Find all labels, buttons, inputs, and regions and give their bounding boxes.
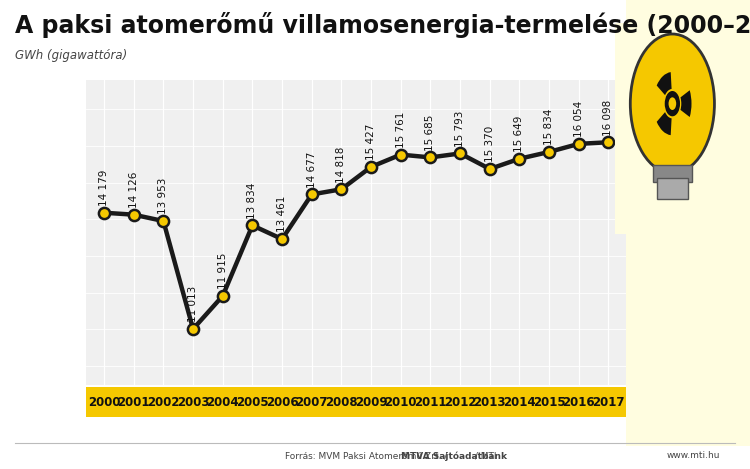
Text: A paksi atomerőmű villamosenergia-termelése (2000–2017): A paksi atomerőmű villamosenergia-termel… bbox=[15, 12, 750, 38]
Text: 2008: 2008 bbox=[325, 396, 358, 408]
Circle shape bbox=[630, 34, 715, 174]
Wedge shape bbox=[657, 72, 671, 95]
Circle shape bbox=[668, 98, 676, 110]
Text: www.mti.hu: www.mti.hu bbox=[667, 451, 720, 461]
Text: 2005: 2005 bbox=[236, 396, 268, 408]
Text: 2015: 2015 bbox=[532, 396, 566, 408]
Point bbox=[394, 151, 406, 159]
Point bbox=[424, 154, 436, 161]
Text: 2007: 2007 bbox=[296, 396, 328, 408]
Point bbox=[543, 148, 555, 156]
Point bbox=[454, 150, 466, 157]
Bar bbox=[653, 165, 692, 182]
Point bbox=[306, 191, 318, 198]
Text: 15 370: 15 370 bbox=[484, 126, 495, 162]
Text: 2003: 2003 bbox=[177, 396, 209, 408]
Point bbox=[335, 186, 347, 193]
Text: 16 098: 16 098 bbox=[604, 99, 613, 136]
Text: 2017: 2017 bbox=[592, 396, 625, 408]
Point bbox=[484, 165, 496, 173]
Text: 14 677: 14 677 bbox=[307, 151, 316, 188]
Text: 2009: 2009 bbox=[355, 396, 388, 408]
Point bbox=[98, 209, 110, 217]
Text: 2004: 2004 bbox=[206, 396, 239, 408]
Point bbox=[573, 140, 585, 148]
Text: 11 915: 11 915 bbox=[217, 253, 228, 289]
Point bbox=[514, 155, 526, 162]
Text: 2000: 2000 bbox=[88, 396, 120, 408]
Text: 15 427: 15 427 bbox=[366, 124, 376, 160]
Point bbox=[602, 138, 614, 146]
Text: 2014: 2014 bbox=[503, 396, 536, 408]
Wedge shape bbox=[680, 90, 692, 117]
Bar bbox=[657, 178, 688, 199]
Text: GWh (gigawattóra): GWh (gigawattóra) bbox=[15, 49, 128, 62]
Text: 2016: 2016 bbox=[562, 396, 595, 408]
Text: 13 953: 13 953 bbox=[158, 178, 169, 214]
Text: MTVA Sajtóadatbank: MTVA Sajtóadatbank bbox=[401, 451, 507, 461]
Text: 15 685: 15 685 bbox=[425, 114, 436, 151]
Text: 2011: 2011 bbox=[414, 396, 447, 408]
Point bbox=[365, 163, 377, 171]
Text: 2013: 2013 bbox=[473, 396, 506, 408]
Text: 15 761: 15 761 bbox=[396, 112, 406, 148]
Point bbox=[158, 217, 170, 225]
Text: 16 054: 16 054 bbox=[574, 101, 584, 137]
Point bbox=[276, 235, 288, 243]
Text: 2010: 2010 bbox=[385, 396, 417, 408]
Text: 2012: 2012 bbox=[444, 396, 476, 408]
Point bbox=[187, 325, 199, 333]
Circle shape bbox=[664, 91, 680, 116]
Text: Forrás: MVM Paksi Atomerőmű Zrt. /: Forrás: MVM Paksi Atomerőmű Zrt. / bbox=[285, 451, 450, 461]
Text: 15 834: 15 834 bbox=[544, 109, 554, 145]
Text: 2002: 2002 bbox=[147, 396, 180, 408]
Text: 11 013: 11 013 bbox=[188, 286, 198, 322]
Text: 2001: 2001 bbox=[118, 396, 150, 408]
Point bbox=[217, 292, 229, 300]
Text: 15 793: 15 793 bbox=[455, 111, 465, 147]
Text: 14 818: 14 818 bbox=[337, 146, 346, 182]
Text: 13 834: 13 834 bbox=[248, 182, 257, 219]
Text: / MTI: / MTI bbox=[472, 451, 497, 461]
Wedge shape bbox=[657, 112, 671, 135]
Point bbox=[247, 222, 259, 229]
Text: 14 126: 14 126 bbox=[129, 172, 139, 208]
Point bbox=[128, 211, 140, 219]
Text: 2006: 2006 bbox=[266, 396, 298, 408]
Text: 15 649: 15 649 bbox=[514, 116, 524, 152]
Text: 14 179: 14 179 bbox=[99, 170, 109, 206]
Text: 13 461: 13 461 bbox=[277, 196, 287, 233]
